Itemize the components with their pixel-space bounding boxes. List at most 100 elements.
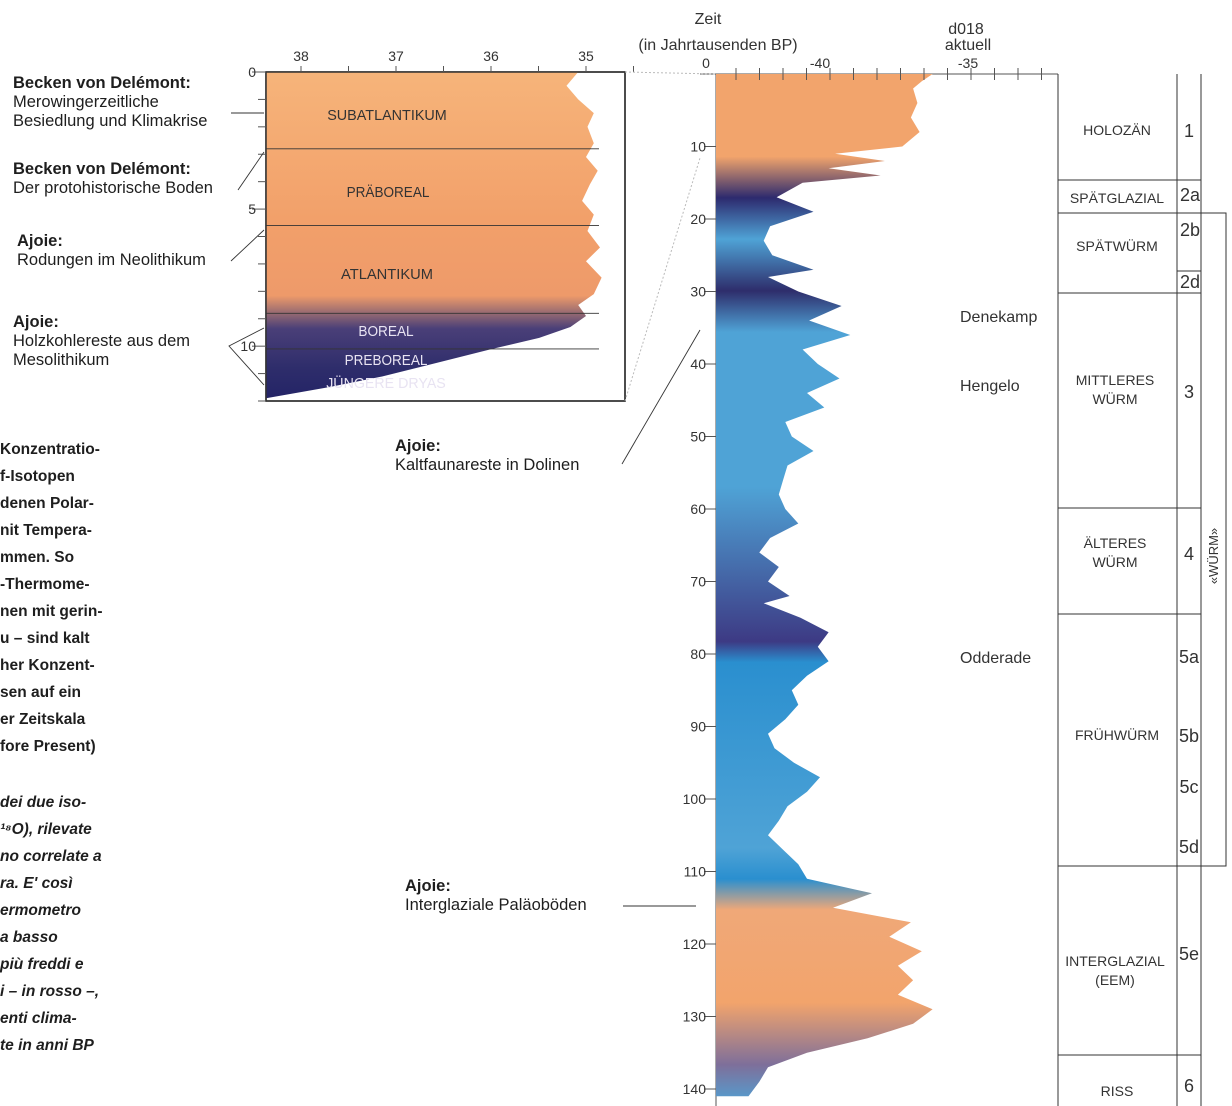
period-label: PREBOREAL — [345, 352, 428, 369]
y-tick-label: 90 — [690, 719, 706, 735]
x-tick-label: -40 — [810, 55, 830, 71]
interstadial-odderade: Odderade — [960, 650, 1031, 667]
paragraph-line: i – in rosso –, — [0, 983, 100, 1000]
y-tick-label: 130 — [683, 1009, 707, 1025]
inset-x-tick-label: 38 — [293, 48, 309, 64]
paragraph-line: nen mit gerin- — [0, 603, 103, 620]
inset-y-tick-label: 10 — [240, 338, 256, 354]
period-label: JÜNGERE DRYAS — [326, 374, 446, 392]
inset-isotope-area — [266, 72, 602, 401]
stage-number: 3 — [1184, 382, 1194, 402]
y-tick-label: 80 — [690, 646, 706, 662]
stage-number: 2b — [1180, 220, 1200, 240]
inset-x-tick-label: 37 — [388, 48, 404, 64]
annotation-palaeoboeden: Ajoie: Interglaziale Paläoböden — [405, 877, 587, 915]
annotation-merowinger: Becken von Delémont: Merowingerzeitliche… — [13, 74, 207, 131]
paragraph-line: u – sind kalt — [0, 630, 90, 647]
paragraph-italian: dei due iso- ¹⁸O), rilevate no correlate a… — [0, 789, 102, 1059]
stage-number: 2a — [1180, 185, 1201, 205]
stage-number: 5b — [1179, 726, 1199, 746]
stage-name: WÜRM — [1092, 553, 1137, 570]
zoom-connector-bottom — [624, 157, 701, 402]
paragraph-line: nit Tempera- — [0, 522, 92, 539]
annotation-text: Besiedlung und Klimakrise — [13, 112, 208, 130]
y-tick-label: 30 — [690, 284, 706, 300]
y-tick-label: 140 — [683, 1081, 707, 1097]
y-tick-label: 50 — [690, 429, 706, 445]
paragraph-line: a basso — [0, 929, 58, 946]
main-isotope-area — [716, 74, 933, 1097]
annotation-title: Ajoie: — [405, 877, 451, 895]
stage-name: RISS — [1101, 1083, 1134, 1099]
stage-name: (EEM) — [1095, 972, 1135, 988]
annotation-text: Rodungen im Neolithikum — [17, 251, 206, 269]
y-tick-label: 20 — [690, 211, 706, 227]
paragraph-line: ermometro — [0, 902, 81, 919]
annotation-mesolithikum: Ajoie: Holzkohlereste aus dem Mesolithik… — [13, 313, 190, 370]
annotation-protohistorisch: Becken von Delémont: Der protohistorisch… — [13, 160, 213, 198]
stage-number: 5c — [1179, 777, 1198, 797]
x-tick-label: 0 — [702, 55, 710, 71]
wurm-bracket — [1201, 212, 1227, 867]
y-tick-label: 120 — [683, 936, 707, 952]
inset-x-ticks: 38 37 36 35 — [293, 48, 634, 72]
period-label: ATLANTIKUM — [341, 266, 433, 283]
stage-name: MITTLERES — [1076, 372, 1155, 388]
x-tick-label: -35 — [958, 55, 978, 71]
annotation-dolinen: Ajoie: Kaltfaunareste in Dolinen — [395, 437, 579, 475]
annotation-leaders — [228, 112, 701, 907]
reference-label-1: d018 — [948, 21, 984, 38]
annotation-text: Interglaziale Paläoböden — [405, 896, 587, 914]
stage-number: 5e — [1179, 944, 1199, 964]
annotation-text: Der protohistorische Boden — [13, 179, 213, 197]
paragraph-line: più freddi e — [0, 956, 84, 973]
y-tick-label: 40 — [690, 356, 706, 372]
annotation-text: Holzkohlereste aus dem — [13, 332, 191, 350]
annotation-neolithikum: Ajoie: Rodungen im Neolithikum — [17, 232, 206, 270]
stage-number: 1 — [1184, 121, 1194, 141]
time-axis-title-1: Zeit — [695, 11, 722, 28]
main-x-ticks: 0 -40 -35 — [702, 55, 1042, 80]
inset-x-tick-label: 36 — [483, 48, 499, 64]
annotation-text: Kaltfaunareste in Dolinen — [395, 456, 580, 474]
paragraph-line: Konzentratio- — [0, 441, 100, 458]
stage-name: INTERGLAZIAL — [1065, 953, 1165, 969]
stage-name: SPÄTGLAZIAL — [1070, 190, 1164, 206]
stage-name: ÄLTERES — [1084, 535, 1147, 551]
annotation-title: Becken von Delémont: — [13, 74, 191, 92]
paragraph-line: denen Polar- — [0, 495, 94, 512]
main-y-ticks: 10 20 30 40 50 60 70 80 90 100 110 120 130 140 — [683, 139, 716, 1097]
y-tick-label: 100 — [683, 791, 707, 807]
wurm-label: «WÜRM» — [1206, 528, 1221, 584]
paragraph-line: dei due iso- — [0, 794, 87, 811]
inset-y-tick-label: 5 — [248, 201, 256, 217]
time-axis-title-2: (in Jahrtausenden BP) — [638, 37, 797, 54]
annotation-title: Ajoie: — [13, 313, 59, 331]
period-label: SUBATLANTIKUM — [327, 107, 447, 124]
inset-period-labels: SUBATLANTIKUM PRÄBOREAL ATLANTIKUM BOREAL PR… — [326, 107, 447, 392]
y-tick-label: 60 — [690, 501, 706, 517]
inset-period-boundaries — [266, 148, 599, 350]
stage-name: HOLOZÄN — [1083, 122, 1151, 138]
paragraph-line: fore Present) — [0, 738, 96, 755]
zoom-connector-top — [624, 71, 717, 75]
annotation-title: Ajoie: — [395, 437, 441, 455]
y-tick-label: 110 — [684, 864, 707, 880]
stage-name: WÜRM — [1092, 390, 1137, 407]
paragraph-line: f-Isotopen — [0, 468, 75, 485]
annotation-title: Ajoie: — [17, 232, 63, 250]
paragraph-line: mmen. So — [0, 549, 75, 566]
stage-number: 4 — [1184, 544, 1194, 564]
inset-x-tick-label: 35 — [578, 48, 594, 64]
paragraph-line: no correlate a — [0, 848, 102, 865]
inset-y-tick-label: 0 — [248, 64, 256, 80]
annotation-title: Becken von Delémont: — [13, 160, 191, 178]
paragraph-line: her Konzent- — [0, 657, 95, 674]
paragraph-line: -Thermome- — [0, 576, 90, 593]
inset-y-ticks: 0 5 10 — [240, 64, 266, 402]
paragraph-line: ¹⁸O), rilevate — [0, 821, 92, 838]
y-tick-label: 70 — [690, 574, 706, 590]
stage-name: FRÜHWÜRM — [1075, 726, 1159, 743]
stage-table: HOLOZÄN SPÄTGLAZIAL SPÄTWÜRM MITTLERES WÜRM Ä… — [1057, 74, 1227, 1106]
